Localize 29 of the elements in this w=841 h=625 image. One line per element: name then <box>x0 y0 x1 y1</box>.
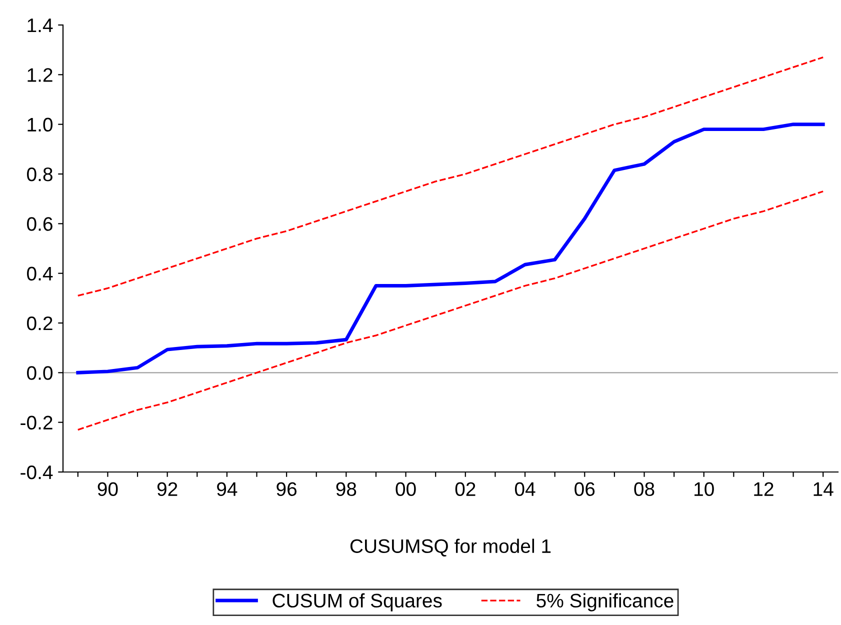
y-tick-label: 1.2 <box>28 68 52 82</box>
x-tick-label: 00 <box>396 482 416 496</box>
y-tick-label: 0.2 <box>27 316 52 330</box>
x-tick-label: 12 <box>754 482 774 496</box>
x-tick-label: 02 <box>455 482 476 496</box>
x-tick-label: 92 <box>157 482 178 496</box>
y-tick-label: 0.8 <box>27 167 52 182</box>
y-tick-label: -0.4 <box>20 465 53 480</box>
x-tick-label: 04 <box>514 482 536 496</box>
line-series <box>77 190 824 431</box>
line-series <box>76 122 825 374</box>
legend-label: CUSUM of Squares <box>272 593 442 612</box>
y-tick-label: 1.4 <box>28 18 53 32</box>
x-tick-label: 96 <box>276 482 297 496</box>
y-tick-label: 1.0 <box>28 118 53 132</box>
x-tick-label: 06 <box>574 482 595 496</box>
x-tick-label: 90 <box>98 482 118 496</box>
x-tick-label: 14 <box>814 482 834 496</box>
legend-label: 5% Significance <box>536 593 674 612</box>
x-tick-label: 94 <box>217 482 238 496</box>
x-tick-label: 10 <box>694 482 714 496</box>
y-tick-label: 0.0 <box>27 366 53 380</box>
y-tick-label: -0.2 <box>20 416 52 430</box>
x-tick-label: 98 <box>336 482 356 496</box>
line-series <box>77 56 824 297</box>
x-tick-label: 08 <box>634 482 654 496</box>
x-axis-title: CUSUMSQ for model 1 <box>350 538 551 556</box>
y-tick-label: 0.4 <box>27 266 53 281</box>
y-tick-label: 0.6 <box>27 217 52 231</box>
